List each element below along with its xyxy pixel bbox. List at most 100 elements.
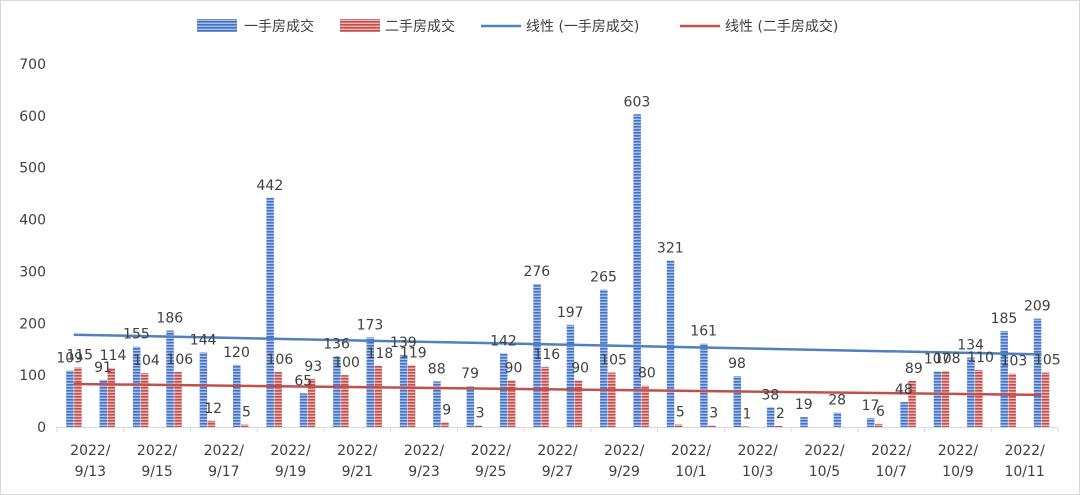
bar-second-hand — [174, 372, 182, 427]
x-tick-label-year: 2022/ — [70, 443, 111, 459]
x-tick-label-year: 2022/ — [471, 443, 512, 459]
legend-label-second-hand: 二手房成交 — [385, 18, 455, 35]
trendline-new-home — [73, 333, 1042, 356]
bar-second-hand — [207, 420, 216, 427]
y-tick-label: 200 — [19, 316, 46, 332]
bar-new-home — [933, 371, 942, 427]
data-label-new-home: 442 — [257, 178, 284, 194]
bar-second-hand — [307, 378, 316, 427]
data-label-new-home: 48 — [895, 382, 913, 398]
bar-second-hand — [1008, 373, 1016, 427]
x-tick-label-year: 2022/ — [204, 443, 245, 459]
bar-second-hand — [140, 373, 149, 427]
bar-new-home — [499, 353, 508, 427]
bar-second-hand — [107, 367, 116, 427]
x-tick-label-date: 9/17 — [208, 464, 239, 480]
legend-swatch-new-home — [197, 19, 237, 32]
bar-second-hand — [441, 422, 449, 427]
bar-new-home — [833, 412, 842, 427]
bar-new-home — [1000, 331, 1008, 427]
bar-new-home — [399, 354, 408, 427]
bar-new-home — [566, 324, 575, 427]
y-axis: 0 100 200 300 400 500 600 700 — [19, 57, 46, 436]
data-label-second-hand: 9 — [442, 402, 451, 418]
x-tick-label-year: 2022/ — [871, 443, 912, 459]
data-label-second-hand: 100 — [333, 355, 360, 371]
data-label-second-hand: 104 — [133, 353, 160, 369]
bar-new-home — [733, 376, 742, 427]
x-tick-label-year: 2022/ — [738, 443, 779, 459]
data-label-second-hand: 103 — [1001, 354, 1028, 370]
bar-new-home — [166, 330, 174, 427]
x-tick-label-date: 9/23 — [408, 464, 439, 480]
y-tick-label: 500 — [19, 161, 46, 177]
x-tick-label-date: 9/19 — [275, 464, 306, 480]
data-label-second-hand: 6 — [876, 404, 885, 420]
legend-label-trend-second-hand: 线性 (二手房成交) — [725, 18, 838, 35]
bar-new-home — [299, 393, 308, 427]
bar-new-home — [900, 402, 908, 427]
bar-second-hand — [507, 380, 516, 427]
data-label-second-hand: 5 — [242, 404, 251, 420]
bar-new-home — [66, 370, 74, 427]
data-label-second-hand: 90 — [571, 360, 589, 376]
bar-second-hand — [474, 425, 483, 427]
x-tick-label-year: 2022/ — [270, 443, 311, 459]
x-tick-label-date: 9/29 — [609, 464, 640, 480]
bar-new-home — [333, 356, 341, 427]
bar-second-hand — [541, 366, 549, 427]
data-label-new-home: 136 — [323, 336, 350, 352]
x-tick-label-year: 2022/ — [938, 443, 979, 459]
data-label-new-home: 38 — [761, 387, 779, 403]
data-label-second-hand: 80 — [638, 366, 656, 382]
legend: 一手房成交 二手房成交 线性 (一手房成交) 线性 (二手房成交) — [197, 18, 838, 35]
data-label-second-hand: 3 — [709, 405, 718, 421]
data-label-new-home: 79 — [461, 366, 479, 382]
data-label-second-hand: 118 — [367, 346, 394, 362]
data-label-new-home: 197 — [557, 305, 584, 321]
bar-new-home — [366, 337, 374, 427]
x-tick-label-date: 9/27 — [542, 464, 573, 480]
bar-new-home — [433, 381, 441, 427]
bar-new-home — [233, 364, 241, 427]
bar-new-home — [967, 357, 975, 427]
bar-new-home — [633, 114, 641, 428]
bar-second-hand — [274, 372, 282, 427]
bar-new-home — [866, 418, 875, 427]
data-label-new-home: 88 — [428, 361, 446, 377]
data-label-second-hand: 119 — [400, 345, 427, 361]
x-tick-label-date: 10/1 — [675, 464, 706, 480]
bar-second-hand — [374, 365, 382, 427]
data-label-new-home: 209 — [1024, 299, 1051, 315]
legend-label-trend-new-home: 线性 (一手房成交) — [526, 18, 639, 35]
x-tick-label-year: 2022/ — [1004, 443, 1045, 459]
x-axis: 2022/9/13 2022/9/15 2022/9/17 2022/9/19 2022… — [56, 427, 1059, 480]
y-tick-label: 400 — [19, 213, 46, 229]
data-label-new-home: 28 — [828, 392, 846, 408]
bar-second-hand — [74, 367, 82, 427]
y-tick-label: 300 — [19, 264, 46, 280]
bar-second-hand — [941, 370, 950, 427]
data-label-second-hand: 105 — [600, 353, 627, 369]
bar-second-hand — [341, 375, 349, 427]
data-label-new-home: 98 — [728, 356, 746, 372]
bar-new-home — [800, 417, 808, 427]
data-label-new-home: 142 — [490, 333, 517, 349]
data-label-new-home: 17 — [862, 398, 880, 414]
bar-second-hand — [774, 425, 783, 427]
x-tick-label-date: 9/15 — [141, 464, 172, 480]
data-label-new-home: 109 — [56, 350, 83, 366]
x-tick-label-year: 2022/ — [137, 443, 178, 459]
data-label-new-home: 107 — [924, 352, 951, 368]
data-label-second-hand: 93 — [304, 359, 322, 375]
x-tick-label-date: 9/13 — [75, 464, 106, 480]
x-tick-label-date: 10/11 — [1004, 464, 1044, 480]
data-label-new-home: 161 — [690, 324, 717, 340]
y-tick-label: 100 — [19, 368, 46, 384]
bar-second-hand — [975, 369, 983, 427]
data-label-second-hand: 3 — [476, 405, 485, 421]
data-label-second-hand: 1 — [743, 406, 752, 422]
bar-second-hand — [741, 426, 750, 427]
data-label-new-home: 134 — [957, 338, 984, 354]
data-label-second-hand: 89 — [905, 361, 923, 377]
